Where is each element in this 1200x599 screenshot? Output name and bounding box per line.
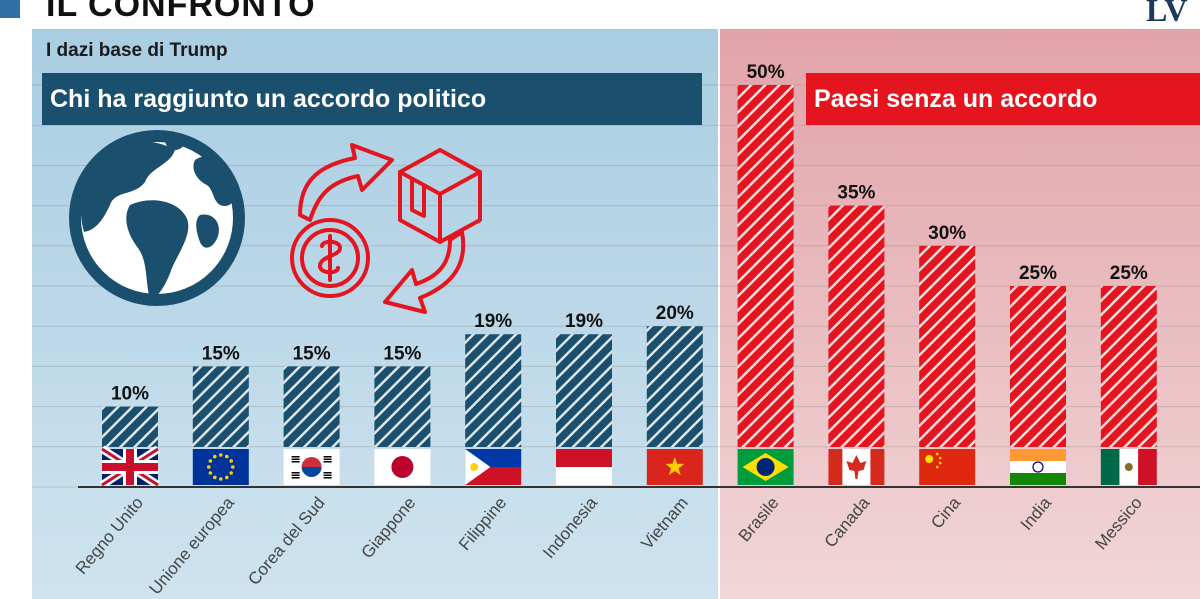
trade-exchange-icon — [290, 143, 482, 314]
flags — [99, 445, 1157, 489]
mexico-flag — [1100, 449, 1157, 485]
china-flag — [919, 449, 976, 485]
bar-cina — [919, 245, 976, 447]
philippines-flag — [465, 449, 522, 485]
value-labels: 10% 15% 15% 15% 19% 19% 20% 50% 35% 30% 25% 25% — [111, 62, 1148, 405]
bar-brasile — [737, 85, 794, 447]
category-label: Giappone — [358, 493, 420, 562]
value-label: 25% — [1110, 263, 1148, 284]
bar-filippine — [465, 334, 522, 447]
eu-flag — [192, 449, 249, 485]
category-label: Corea del Sud — [244, 493, 328, 588]
uk-flag — [99, 445, 161, 489]
bar-canada — [828, 205, 885, 447]
category-label: Indonesia — [539, 493, 601, 562]
value-label: 10% — [111, 384, 149, 405]
value-label: 20% — [656, 303, 694, 324]
header-accent — [0, 0, 20, 18]
vietnam-flag — [646, 449, 703, 485]
category-label: Messico — [1091, 493, 1146, 553]
logo: LV — [1146, 0, 1188, 28]
bar-corea-del-sud — [283, 366, 340, 447]
value-label: 35% — [837, 183, 875, 204]
category-label: Unione europea — [146, 493, 239, 598]
category-label: Filippine — [455, 493, 510, 554]
value-label: 19% — [474, 311, 512, 332]
globe-icon — [69, 130, 245, 306]
bar-giappone — [374, 366, 431, 447]
category-label: Vietnam — [637, 493, 691, 553]
value-label: 25% — [1019, 263, 1057, 284]
brazil-flag — [737, 449, 794, 485]
japan-flag — [374, 449, 431, 485]
category-label: Cina — [927, 493, 964, 532]
value-label: 19% — [565, 311, 603, 332]
page-title: IL CONFRONTO — [46, 0, 316, 24]
canada-flag — [828, 449, 885, 485]
category-label: Regno Unito — [72, 493, 147, 578]
value-label: 30% — [928, 223, 966, 244]
value-label: 15% — [202, 343, 240, 364]
bar-messico — [1100, 286, 1157, 447]
banner-without-agreement: Paesi senza un accordo — [806, 73, 1200, 125]
bar-unione-europea — [192, 366, 249, 447]
bar-regno-unito — [102, 406, 158, 447]
bar-india — [1010, 286, 1066, 447]
south-korea-flag — [283, 449, 340, 485]
india-flag — [1010, 449, 1066, 485]
value-label: 50% — [747, 62, 785, 83]
banner-with-agreement: Chi ha raggiunto un accordo politico — [42, 73, 702, 125]
bar-indonesia — [556, 334, 612, 447]
category-label: Brasile — [735, 493, 783, 545]
value-label: 15% — [383, 343, 421, 364]
category-label: Canada — [821, 493, 874, 551]
indonesia-flag — [556, 449, 612, 485]
bars — [102, 85, 1157, 447]
category-label: India — [1017, 493, 1056, 534]
chart-subtitle: I dazi base di Trump — [46, 40, 228, 61]
value-label: 15% — [293, 343, 331, 364]
bar-vietnam — [646, 326, 703, 447]
